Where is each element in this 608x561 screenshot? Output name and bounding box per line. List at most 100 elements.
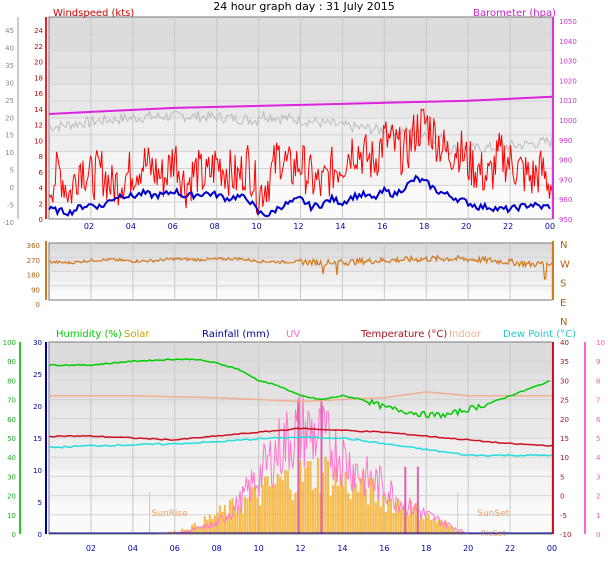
temperature-tick-label: 30 (560, 377, 569, 385)
solar-bar (253, 485, 257, 534)
solar-bar (334, 466, 337, 534)
wind-inner-tick-label: 2 (39, 200, 43, 208)
compass-label: N (560, 240, 567, 251)
wind-x-tick-label: 14 (335, 222, 345, 231)
solar-bar (324, 456, 327, 534)
indoor-temp-line (49, 391, 552, 403)
wind-x-tick-label: 06 (168, 222, 178, 231)
wind-outer-tick-label: -5 (7, 202, 14, 210)
solar-bar (304, 467, 307, 534)
climate-x-tick-label: 20 (463, 544, 473, 553)
solar-bar (409, 501, 413, 534)
solar-bar (276, 473, 279, 534)
wind-inner-tick-label: 6 (39, 169, 44, 177)
wind-outer-tick-label: 15 (5, 132, 14, 140)
solar-bar (294, 492, 297, 534)
wind-inner-tick-label: 14 (34, 106, 43, 114)
wind-inner-tick-label: 16 (34, 90, 43, 98)
baro-tick-label: 1030 (559, 58, 577, 66)
solar-bar (341, 486, 345, 534)
solar-bar (208, 514, 211, 534)
solar-bar (193, 522, 196, 534)
solar-bar (437, 518, 440, 534)
solar-bar (452, 530, 455, 534)
solar-bar (206, 519, 209, 534)
solar-bar (279, 476, 282, 534)
wind-inner-tick-label: 8 (39, 153, 43, 161)
wind-x-tick-label: 16 (377, 222, 387, 231)
solar-bar (306, 461, 309, 534)
solar-bar (198, 527, 201, 534)
baro-tick-label: 1050 (559, 18, 577, 26)
solar-bar (357, 492, 360, 534)
wind-outer-tick-label: 5 (10, 167, 14, 175)
climate-x-tick-label: 02 (86, 544, 96, 553)
humidity-tick-label: 10 (7, 512, 16, 520)
uv-tick-label: 4 (596, 454, 601, 462)
wind-outer-tick-label: 10 (5, 149, 14, 157)
legend-label: Dew Point (°C) (503, 329, 576, 340)
solar-bar (347, 493, 350, 534)
dir-tick-label: 90 (31, 286, 40, 294)
barometer-axis-title: Barometer (hpa) (473, 8, 556, 19)
solar-bar (251, 487, 254, 534)
humidity-tick-label: 50 (7, 435, 16, 443)
wind-x-tick-label: 00 (545, 222, 555, 231)
climate-x-tick-label: 22 (505, 544, 515, 553)
solar-bar (201, 526, 204, 534)
solar-bar (414, 502, 418, 534)
solar-bar (289, 489, 292, 534)
solar-bar (218, 505, 221, 534)
solar-bar (377, 486, 380, 534)
wind-x-tick-label: 12 (293, 222, 303, 231)
solar-bar (359, 478, 362, 534)
wind-outer-tick-label: 0 (10, 184, 14, 192)
solar-bar (364, 489, 367, 534)
solar-bar (352, 474, 355, 534)
wind-x-tick-label: 04 (126, 222, 136, 231)
humidity-tick-label: 90 (7, 358, 16, 366)
baro-tick-label: 990 (559, 137, 572, 145)
barometer-line (48, 95, 553, 115)
wind-inner-tick-label: 12 (34, 122, 43, 130)
climate-x-tick-label: 06 (170, 544, 180, 553)
solar-bar (412, 506, 415, 534)
solar-bar (419, 515, 423, 534)
solar-bar (331, 485, 335, 534)
baro-tick-label: 950 (559, 216, 572, 224)
wind-outer-tick-label: 30 (5, 79, 14, 87)
solar-bar (462, 533, 465, 534)
solar-bar (326, 460, 330, 534)
solar-bar (321, 472, 325, 534)
solar-bar (402, 505, 405, 534)
humidity-tick-label: 80 (7, 377, 16, 385)
solar-bar (392, 512, 395, 534)
temperature-tick-label: 35 (560, 358, 569, 366)
sunrise-label: SunRise (152, 509, 189, 519)
solar-bar (301, 481, 304, 534)
uv-tick-label: 1 (596, 512, 600, 520)
legend-label: UV (286, 329, 300, 340)
wind-inner-tick-label: 10 (34, 137, 43, 145)
solar-bar (274, 483, 277, 534)
temperature-tick-label: 40 (560, 339, 569, 347)
solar-tick-label: 30 (33, 339, 42, 347)
baro-tick-label: 1000 (559, 117, 577, 125)
solar-bar (362, 470, 365, 534)
uv-tick-label: 5 (596, 435, 600, 443)
wind-outer-tick-label: 35 (5, 62, 14, 70)
humidity-tick-label: 20 (7, 493, 16, 501)
humidity-tick-label: 0 (12, 531, 16, 539)
solar-tick-label: 20 (33, 403, 42, 411)
solar-bar (223, 504, 226, 534)
solar-bar (259, 505, 262, 534)
uv-tick-label: 6 (596, 416, 601, 424)
solar-tick-label: 5 (38, 499, 42, 507)
climate-x-tick-label: 16 (379, 544, 389, 553)
uv-tick-label: 9 (596, 358, 600, 366)
wind-outer-tick-label: 20 (5, 114, 14, 122)
solar-bar (264, 476, 267, 534)
climate-x-tick-label: 04 (128, 544, 138, 553)
